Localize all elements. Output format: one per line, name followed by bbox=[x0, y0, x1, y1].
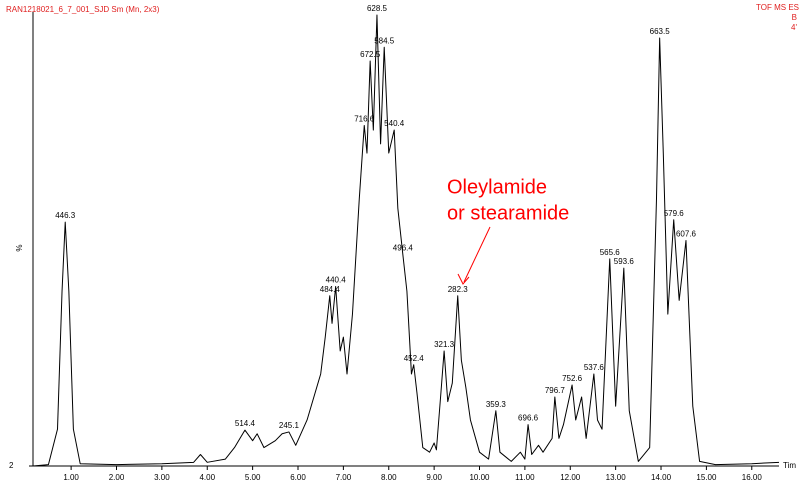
peak-label: 752.6 bbox=[562, 374, 583, 383]
x-tick-label: 2.00 bbox=[109, 473, 125, 482]
peak-label: 628.5 bbox=[367, 4, 388, 13]
x-tick-label: 14.00 bbox=[651, 473, 672, 482]
peak-label: 496.4 bbox=[393, 243, 414, 252]
header-right: TOF MS ES bbox=[756, 3, 799, 12]
peak-label: 245.1 bbox=[279, 421, 300, 430]
x-tick-label: 12.00 bbox=[560, 473, 581, 482]
x-tick-label: 6.00 bbox=[290, 473, 306, 482]
peak-label: 796.7 bbox=[545, 386, 566, 395]
peak-label: 607.6 bbox=[676, 230, 697, 239]
peak-label: 282.3 bbox=[448, 285, 469, 294]
arrow-head bbox=[457, 273, 470, 285]
header-right: 4' bbox=[791, 23, 797, 32]
peak-label: 565.6 bbox=[600, 248, 621, 257]
chart-title: RAN1218021_6_7_001_SJD Sm (Mn, 2x3) bbox=[6, 5, 160, 14]
peak-label: 321.3 bbox=[434, 340, 455, 349]
peak-label: 696.6 bbox=[518, 414, 539, 423]
peak-label: 593.6 bbox=[614, 257, 635, 266]
peak-label: 540.4 bbox=[384, 119, 405, 128]
peak-label: 579.6 bbox=[664, 209, 685, 218]
peak-label: 672.5 bbox=[360, 50, 381, 59]
x-tick-label: 8.00 bbox=[381, 473, 397, 482]
x-tick-label: 4.00 bbox=[199, 473, 215, 482]
trace bbox=[32, 14, 780, 467]
y-tick-label: 2 bbox=[9, 461, 14, 470]
peak-label: 359.3 bbox=[486, 400, 507, 409]
x-tick-label: 5.00 bbox=[245, 473, 261, 482]
x-tick-label: 3.00 bbox=[154, 473, 170, 482]
x-tick-label: 16.00 bbox=[742, 473, 763, 482]
header-right: B bbox=[792, 13, 797, 22]
x-tick-label: 10.00 bbox=[469, 473, 490, 482]
peak-label: 514.4 bbox=[235, 419, 256, 428]
peak-label: 452.4 bbox=[404, 354, 425, 363]
peak-label: 440.4 bbox=[326, 276, 347, 285]
peak-label: 584.5 bbox=[374, 36, 395, 45]
peak-label: 484.4 bbox=[320, 285, 341, 294]
x-tick-label: 13.00 bbox=[606, 473, 627, 482]
x-tick-label: 7.00 bbox=[336, 473, 352, 482]
peak-label: 537.6 bbox=[584, 363, 605, 372]
peak-label: 716.6 bbox=[354, 115, 375, 124]
x-tick-label: 15.00 bbox=[696, 473, 717, 482]
x-tick-label: 1.00 bbox=[63, 473, 79, 482]
annotation: Oleylamide bbox=[447, 176, 547, 198]
peak-label: 663.5 bbox=[650, 27, 671, 36]
x-tick-label: 9.00 bbox=[426, 473, 442, 482]
peak-label: 446.3 bbox=[55, 211, 76, 220]
x-axis-label: Tim bbox=[783, 461, 796, 470]
y-axis-label: % bbox=[15, 244, 24, 251]
annotation-arrow bbox=[463, 226, 491, 283]
annotation: or stearamide bbox=[447, 202, 569, 224]
x-tick-label: 11.00 bbox=[515, 473, 535, 482]
